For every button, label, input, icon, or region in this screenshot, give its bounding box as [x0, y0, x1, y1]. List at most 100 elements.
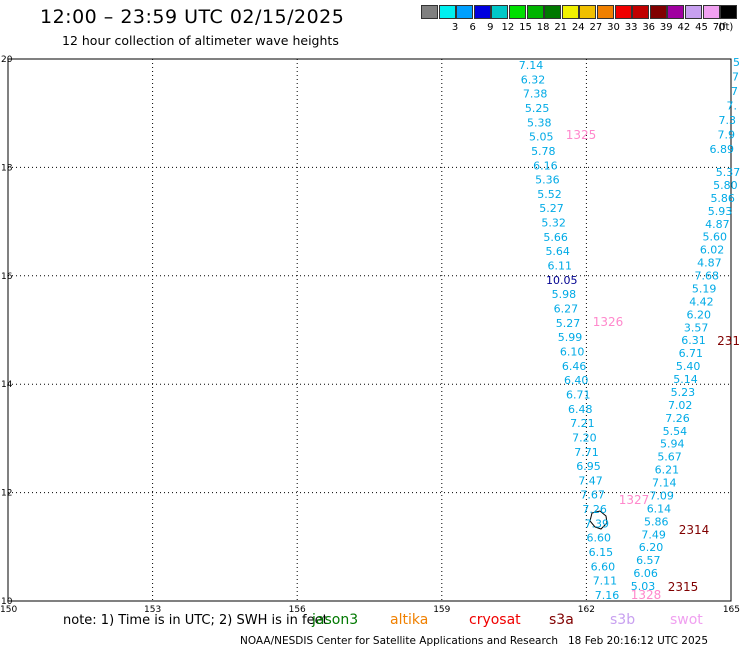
- legend-label: 30: [607, 22, 620, 33]
- legend-unit: (ft): [718, 22, 734, 33]
- pass-time-label: 1327: [619, 493, 650, 507]
- legend-label: 12: [501, 22, 515, 33]
- lon-tick-label: 150: [0, 605, 17, 615]
- legend-label: 42: [677, 22, 691, 33]
- track-b-label: 5.94: [660, 438, 685, 451]
- track-b-label: 6.20: [639, 541, 664, 554]
- legend-swatch: [667, 5, 685, 19]
- track-a-label: 7.67: [580, 489, 605, 502]
- lon-tick-label: 165: [723, 605, 740, 615]
- track-a-label: 6.27: [554, 303, 579, 316]
- track-b-label: 7.26: [665, 412, 690, 425]
- track-b-label: 5.03: [631, 580, 656, 593]
- track-b-label: 4.87: [705, 218, 730, 231]
- satellite-name: cryosat: [469, 612, 521, 628]
- track-a-label: 5.64: [545, 245, 570, 258]
- track-b-label: 6.31: [681, 334, 706, 347]
- track-a-label: 6.95: [576, 460, 601, 473]
- pass-time-label: 231: [717, 334, 740, 348]
- track-a-label: 7.71: [574, 446, 599, 459]
- wave-height-labels: 7.146.327.385.255.385.055.786.165.365.52…: [519, 56, 740, 602]
- track-b-label: 4.42: [689, 295, 714, 308]
- lon-tick-label: 156: [289, 605, 306, 615]
- generated-timestamp: 18 Feb 20:16:12 UTC 2025: [568, 635, 708, 647]
- legend-label: 6: [469, 22, 476, 33]
- satellite-name: s3b: [610, 612, 636, 628]
- track-a-label: 5.52: [537, 188, 562, 201]
- legend-swatch: [632, 5, 650, 19]
- pass-time-label: 2315: [668, 580, 699, 594]
- track-b-edge-label: 7: [731, 85, 738, 98]
- legend-swatch: [702, 5, 720, 19]
- lat-tick-label: 12: [1, 489, 12, 499]
- legend-label: 21: [554, 22, 568, 33]
- track-b-label: 5.37: [716, 166, 740, 179]
- track-b-edge-label: 7.3: [719, 114, 737, 127]
- track-b-edge-label: 7.9: [718, 129, 736, 142]
- legend-label: 70: [712, 22, 726, 33]
- track-b-label: 5.86: [710, 192, 735, 205]
- track-a-label: 5.25: [525, 102, 550, 115]
- track-a-label: 6.10: [560, 345, 585, 358]
- track-b-label: 6.71: [679, 347, 704, 360]
- legend-label: 24: [571, 22, 585, 33]
- legend-label: 39: [659, 22, 673, 33]
- legend-label: 3: [451, 22, 459, 33]
- track-a-label: 6.71: [566, 388, 591, 401]
- track-b-label: 5.19: [692, 282, 717, 295]
- track-a-label: 5.38: [527, 116, 552, 129]
- track-a-label: 5.78: [531, 145, 556, 158]
- legend-label: 27: [589, 22, 603, 33]
- lat-tick-label: 14: [1, 380, 13, 390]
- track-a-label: 7.21: [570, 417, 595, 430]
- track-b-label: 5.86: [644, 515, 669, 528]
- legend-swatch: [456, 5, 474, 19]
- track-b-label: 5.80: [713, 179, 738, 192]
- map-subtitle: 12 hour collection of altimeter wave hei…: [62, 33, 339, 48]
- satellite-name: s3a: [549, 612, 574, 628]
- legend-swatch: [438, 5, 456, 19]
- track-a-label: 6.11: [548, 260, 573, 273]
- track-b-edge-label: 7.: [727, 100, 738, 113]
- pass-time-label: 1328: [631, 588, 662, 602]
- track-b-label: 7.14: [652, 477, 677, 490]
- pass-time-label: 1325: [566, 128, 597, 142]
- track-a-label: 7.20: [572, 431, 597, 444]
- satellite-name: altika: [390, 612, 429, 628]
- track-b-label: 7.68: [695, 270, 720, 283]
- legend-swatch: [526, 5, 544, 19]
- island-outline: [589, 510, 608, 530]
- satellite-name: swot: [670, 612, 703, 628]
- lat-tick-label: 18: [1, 163, 13, 173]
- legend-label: 36: [642, 22, 656, 33]
- track-a-label: 7.11: [593, 575, 618, 588]
- lat-tick-label: 20: [1, 55, 13, 65]
- track-a-label: 5.32: [541, 217, 566, 230]
- legend-swatch: [509, 5, 526, 19]
- track-a-label: 6.60: [587, 532, 612, 545]
- track-b-label: 5.23: [671, 386, 696, 399]
- track-a-label: 7.38: [523, 88, 548, 101]
- track-b-label: 5.40: [676, 360, 701, 373]
- track-a-label: 10.05: [546, 274, 578, 287]
- track-b-label: 3.57: [684, 321, 709, 334]
- legend-swatch: [421, 5, 438, 19]
- map-title: 12:00 – 23:59 UTC 02/15/2025: [40, 6, 345, 28]
- pass-time-label: 1326: [593, 315, 624, 329]
- pass-time-label: 2314: [679, 523, 710, 537]
- lat-lon-grid: [7, 58, 732, 602]
- track-b-label: 6.14: [647, 502, 672, 515]
- track-a-label: 6.32: [521, 73, 546, 86]
- legend-swatch: [649, 5, 667, 19]
- credit-line: NOAA/NESDIS Center for Satellite Applica…: [240, 635, 558, 647]
- legend-swatch: [561, 5, 579, 19]
- map-frame: [7, 58, 732, 602]
- track-b-label: 7.09: [649, 489, 674, 502]
- track-a-label: 6.15: [589, 546, 614, 559]
- track-a-label: 6.40: [564, 374, 589, 387]
- track-b-label: 5.93: [708, 205, 733, 218]
- legend-swatch: [544, 5, 562, 19]
- track-b-edge-label: 5: [733, 56, 740, 69]
- track-a-label: 7.26: [582, 503, 607, 516]
- lat-tick-label: 10: [1, 597, 13, 607]
